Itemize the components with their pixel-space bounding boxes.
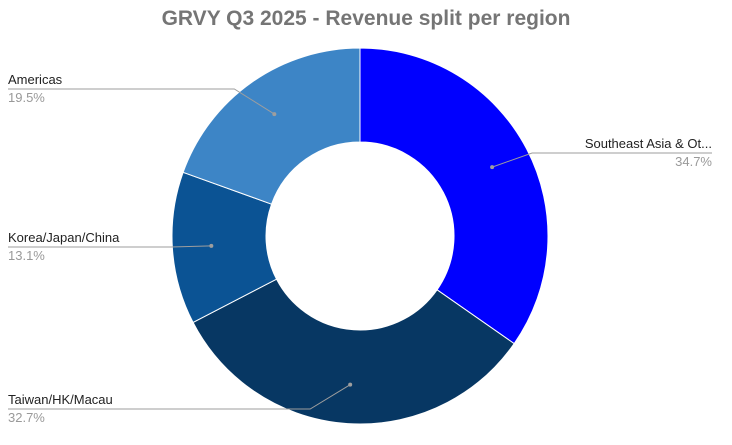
slice-taiwan-hk-macau	[192, 278, 515, 425]
slice-value-americas: 19.5%	[8, 90, 45, 105]
chart-title: GRVY Q3 2025 - Revenue split per region	[161, 7, 571, 30]
leader-dot-americas	[272, 112, 277, 117]
slice-label-americas: Americas	[8, 72, 63, 87]
slice-americas	[182, 47, 361, 205]
leader-line-korea-japan-china	[8, 245, 212, 248]
slice-label-southeast-asia-ot: Southeast Asia & Ot...	[585, 136, 712, 151]
slice-label-taiwan-hk-macau: Taiwan/HK/Macau	[8, 392, 113, 407]
leader-line-southeast-asia-ot	[491, 152, 712, 168]
leader-dot-southeast-asia-ot	[490, 165, 495, 170]
leader-dot-korea-japan-china	[209, 243, 214, 248]
slice-value-taiwan-hk-macau: 32.7%	[8, 410, 45, 425]
leader-line-taiwan-hk-macau	[8, 384, 351, 410]
slice-value-southeast-asia-ot: 34.7%	[675, 154, 712, 169]
leader-line-americas	[8, 88, 275, 115]
slice-value-korea-japan-china: 13.1%	[8, 248, 45, 263]
slice-southeast-asia-ot	[359, 47, 549, 345]
leader-dot-taiwan-hk-macau	[348, 382, 353, 387]
slice-label-korea-japan-china: Korea/Japan/China	[8, 230, 120, 245]
